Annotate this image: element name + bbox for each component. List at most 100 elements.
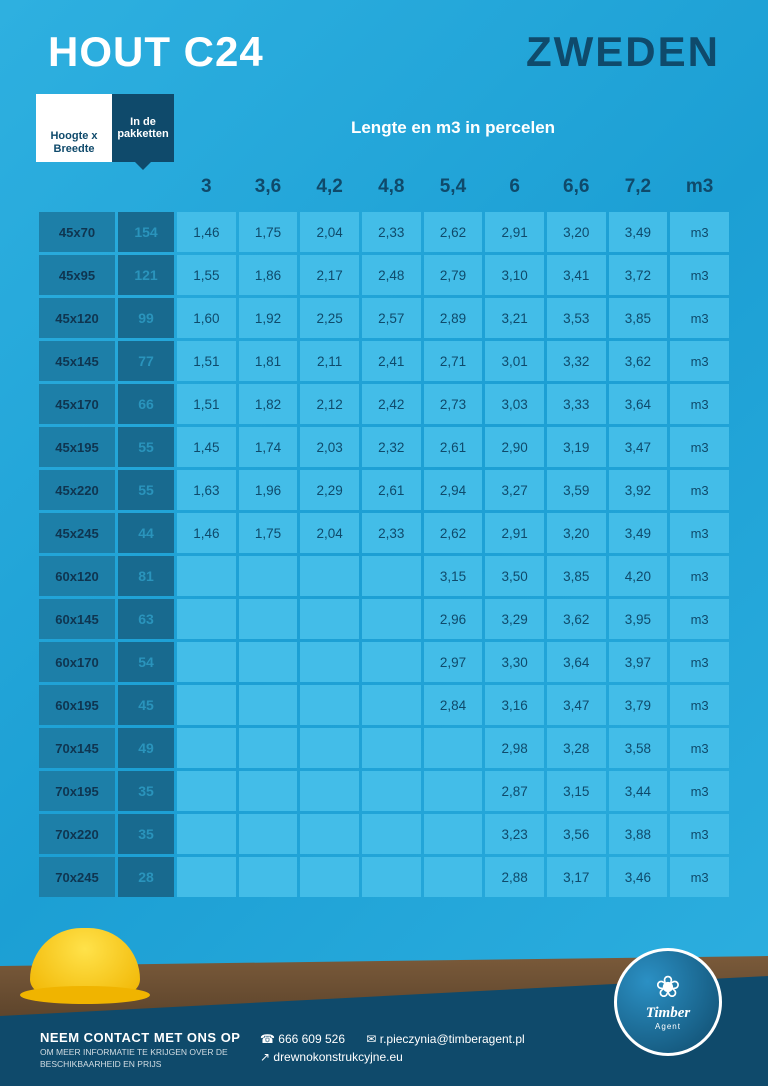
lengte-title: Lengte en m3 in percelen	[174, 94, 732, 162]
value-cell: 3,15	[424, 556, 483, 596]
value-cell	[362, 857, 421, 897]
value-cell: 2,84	[424, 685, 483, 725]
website-value: drewnokonstrukcyjne.eu	[273, 1050, 402, 1064]
col-header: 5,4	[424, 165, 483, 209]
dimension-cell: 45x195	[39, 427, 115, 467]
phone-value: 666 609 526	[278, 1032, 345, 1046]
country-label: ZWEDEN	[526, 28, 720, 76]
pakketten-cell: 45	[118, 685, 174, 725]
value-cell: 2,97	[424, 642, 483, 682]
value-cell: 3,46	[609, 857, 668, 897]
table-row: 45x245441,461,752,042,332,622,913,203,49…	[39, 513, 729, 553]
value-cell: 3,19	[547, 427, 606, 467]
phone: ☎ 666 609 526	[260, 1032, 345, 1046]
value-cell	[239, 685, 298, 725]
header-row: Hoogte x Breedte In de pakketten Lengte …	[36, 94, 732, 162]
value-cell	[239, 642, 298, 682]
dimension-cell: 70x195	[39, 771, 115, 811]
value-cell: 2,48	[362, 255, 421, 295]
value-cell: 3,20	[547, 212, 606, 252]
value-cell: 2,98	[485, 728, 544, 768]
value-cell: 3,16	[485, 685, 544, 725]
value-cell: 3,85	[609, 298, 668, 338]
value-cell: 2,89	[424, 298, 483, 338]
table-row: 45x145771,511,812,112,412,713,013,323,62…	[39, 341, 729, 381]
value-cell: 4,20	[609, 556, 668, 596]
value-cell: 1,51	[177, 341, 236, 381]
value-cell: 2,33	[362, 212, 421, 252]
value-cell: 1,46	[177, 212, 236, 252]
page-title: HOUT C24	[48, 28, 264, 76]
value-cell: 3,56	[547, 814, 606, 854]
value-cell: 1,55	[177, 255, 236, 295]
value-cell: 1,46	[177, 513, 236, 553]
value-cell	[362, 599, 421, 639]
value-cell	[362, 814, 421, 854]
value-cell	[362, 771, 421, 811]
value-cell: 3,49	[609, 212, 668, 252]
value-cell	[177, 857, 236, 897]
value-cell: 3,59	[547, 470, 606, 510]
pakketten-cell: 77	[118, 341, 174, 381]
table-row: 45x701541,461,752,042,332,622,913,203,49…	[39, 212, 729, 252]
value-cell: 3,97	[609, 642, 668, 682]
dimension-cell: 70x220	[39, 814, 115, 854]
dimension-cell: 60x145	[39, 599, 115, 639]
table-row: 45x220551,631,962,292,612,943,273,593,92…	[39, 470, 729, 510]
value-cell: 2,62	[424, 212, 483, 252]
value-cell: 3,32	[547, 341, 606, 381]
table-row: 45x120991,601,922,252,572,893,213,533,85…	[39, 298, 729, 338]
pakketten-cell: 35	[118, 814, 174, 854]
value-cell: 2,88	[485, 857, 544, 897]
brand-name: Timber	[646, 1005, 690, 1022]
unit-cell: m3	[670, 599, 729, 639]
table-row: 70x195352,873,153,44m3	[39, 771, 729, 811]
value-cell	[177, 728, 236, 768]
value-cell: 3,64	[609, 384, 668, 424]
value-cell: 2,71	[424, 341, 483, 381]
value-cell	[239, 857, 298, 897]
value-cell: 3,29	[485, 599, 544, 639]
value-cell: 2,29	[300, 470, 359, 510]
value-cell: 2,04	[300, 212, 359, 252]
value-cell	[300, 814, 359, 854]
value-cell	[177, 556, 236, 596]
value-cell: 1,60	[177, 298, 236, 338]
header: HOUT C24 ZWEDEN	[0, 0, 768, 86]
unit-cell: m3	[670, 728, 729, 768]
value-cell: 3,03	[485, 384, 544, 424]
value-cell: 1,75	[239, 212, 298, 252]
value-cell	[424, 771, 483, 811]
table-row: 70x145492,983,283,58m3	[39, 728, 729, 768]
value-cell	[300, 556, 359, 596]
value-cell	[177, 814, 236, 854]
unit-cell: m3	[670, 771, 729, 811]
value-cell	[300, 685, 359, 725]
value-cell: 3,58	[609, 728, 668, 768]
pakketten-cell: 66	[118, 384, 174, 424]
value-cell: 2,61	[424, 427, 483, 467]
value-cell	[239, 728, 298, 768]
value-cell: 2,79	[424, 255, 483, 295]
dimension-cell: 45x120	[39, 298, 115, 338]
value-cell	[424, 814, 483, 854]
value-cell: 1,51	[177, 384, 236, 424]
unit-cell: m3	[670, 814, 729, 854]
unit-cell: m3	[670, 341, 729, 381]
table-row: 70x245282,883,173,46m3	[39, 857, 729, 897]
col-header: 3	[177, 165, 236, 209]
value-cell: 3,95	[609, 599, 668, 639]
dimension-cell: 45x145	[39, 341, 115, 381]
value-cell: 3,49	[609, 513, 668, 553]
pakketten-cell: 54	[118, 642, 174, 682]
pakketten-cell: 81	[118, 556, 174, 596]
value-cell: 1,86	[239, 255, 298, 295]
pakketten-cell: 44	[118, 513, 174, 553]
col-header: 3,6	[239, 165, 298, 209]
dimension-cell: 70x145	[39, 728, 115, 768]
value-cell: 2,73	[424, 384, 483, 424]
value-cell: 3,27	[485, 470, 544, 510]
value-cell: 3,88	[609, 814, 668, 854]
value-cell	[177, 771, 236, 811]
table-row: 70x220353,233,563,88m3	[39, 814, 729, 854]
